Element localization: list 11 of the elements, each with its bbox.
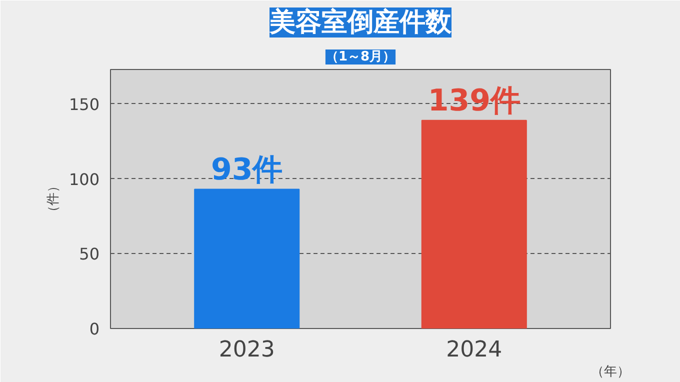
x-tick-label: 2023 (218, 338, 275, 362)
y-axis-title: （件） (46, 180, 61, 218)
y-tick-label: 150 (68, 94, 100, 114)
x-axis-title: （年） (591, 364, 630, 380)
chart-title: 美容室倒産件数 (268, 8, 452, 38)
x-tick-label: 2024 (446, 338, 502, 362)
data-label: 93件 (210, 152, 283, 188)
y-tick-label: 100 (68, 170, 100, 189)
chart-subtitle: （1～8月） (325, 50, 396, 64)
y-tick-label: 0 (89, 320, 100, 338)
y-tick-label: 50 (79, 244, 100, 264)
